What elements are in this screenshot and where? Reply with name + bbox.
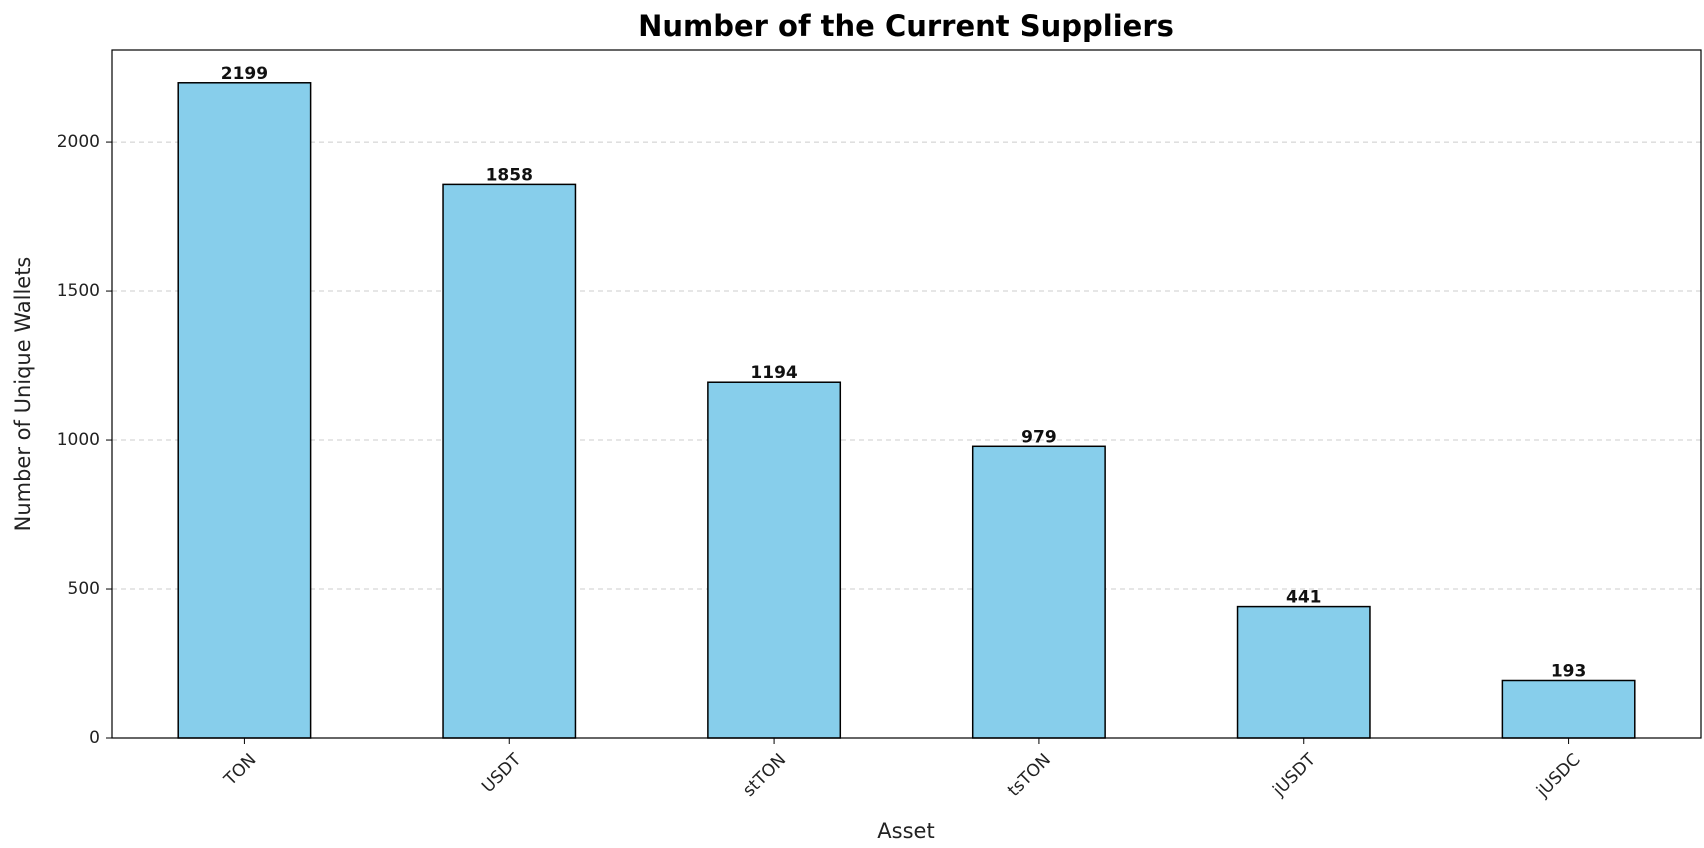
x-tick-label: jUSDC [1532,750,1584,802]
value-label: 1194 [750,363,797,383]
bar [1236,605,1371,739]
value-label: 193 [1551,661,1587,681]
x-tick-label: TON [220,750,261,791]
y-tick-label: 2000 [57,132,100,152]
bar [971,445,1106,739]
x-tick-label: tsTON [1004,750,1055,801]
y-tick-label: 1500 [57,281,100,301]
value-label: 979 [1021,427,1057,447]
bar [1501,679,1636,739]
value-label: 441 [1286,588,1322,608]
x-axis-label: Asset [877,819,934,843]
plot-frame [111,49,1702,739]
bar [707,381,842,739]
x-tick-label: USDT [478,749,526,797]
bar [442,183,577,739]
y-tick-label: 1000 [57,430,100,450]
y-axis-label: Number of Unique Wallets [11,257,35,532]
bar [177,82,312,739]
x-tick-label: stTON [739,750,790,801]
value-label: 2199 [221,64,268,84]
value-label: 1858 [486,165,533,185]
y-tick-label: 500 [68,579,100,599]
y-tick-label: 0 [89,728,100,748]
x-tick-label: jUSDT [1269,749,1321,801]
chart-title: Number of the Current Suppliers [638,9,1174,43]
